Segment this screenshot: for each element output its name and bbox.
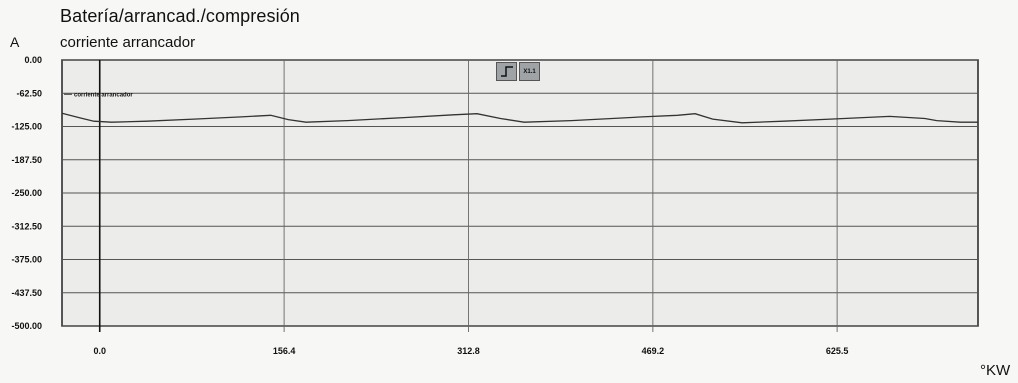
chart-controls: X1.1 xyxy=(496,62,540,81)
vertical-gridlines xyxy=(98,60,838,332)
step-signal-icon[interactable] xyxy=(496,62,517,81)
series-line xyxy=(61,112,978,124)
y-axis-unit: A xyxy=(10,34,20,50)
y-tick-label: -125.00 xyxy=(11,122,42,132)
x-tick-label: 625.5 xyxy=(826,346,849,356)
y-tick-label: -187.50 xyxy=(11,155,42,165)
x-tick-label: 469.2 xyxy=(642,346,665,356)
x-tick-labels: 0.0 156.4 312.8 469.2 625.5 xyxy=(93,346,848,356)
chart-title: Batería/arrancad./compresión xyxy=(60,6,300,26)
series-group: corriente arrancador xyxy=(61,92,978,124)
zoom-button[interactable]: X1.1 xyxy=(519,62,540,81)
y-tick-labels: 0.00 -62.50 -125.00 -187.50 -250.00 -312.50 -3… xyxy=(11,55,42,331)
y-tick-label: -312.50 xyxy=(11,221,42,231)
y-tick-label: -62.50 xyxy=(16,88,42,98)
y-tick-label: 0.00 xyxy=(24,55,42,65)
y-tick-label: -500.00 xyxy=(11,321,42,331)
chart-subtitle: corriente arrancador xyxy=(60,34,196,51)
y-tick-label: -375.00 xyxy=(11,255,42,265)
x-tick-label: 0.0 xyxy=(93,346,106,356)
horizontal-gridlines xyxy=(62,59,978,327)
legend-label: corriente arrancador xyxy=(74,92,133,98)
x-tick-label: 312.8 xyxy=(457,346,480,356)
y-tick-label: -250.00 xyxy=(11,188,42,198)
y-tick-label: -437.50 xyxy=(11,288,42,298)
x-tick-label: 156.4 xyxy=(273,346,296,356)
x-axis-unit: °KW xyxy=(980,362,1011,379)
